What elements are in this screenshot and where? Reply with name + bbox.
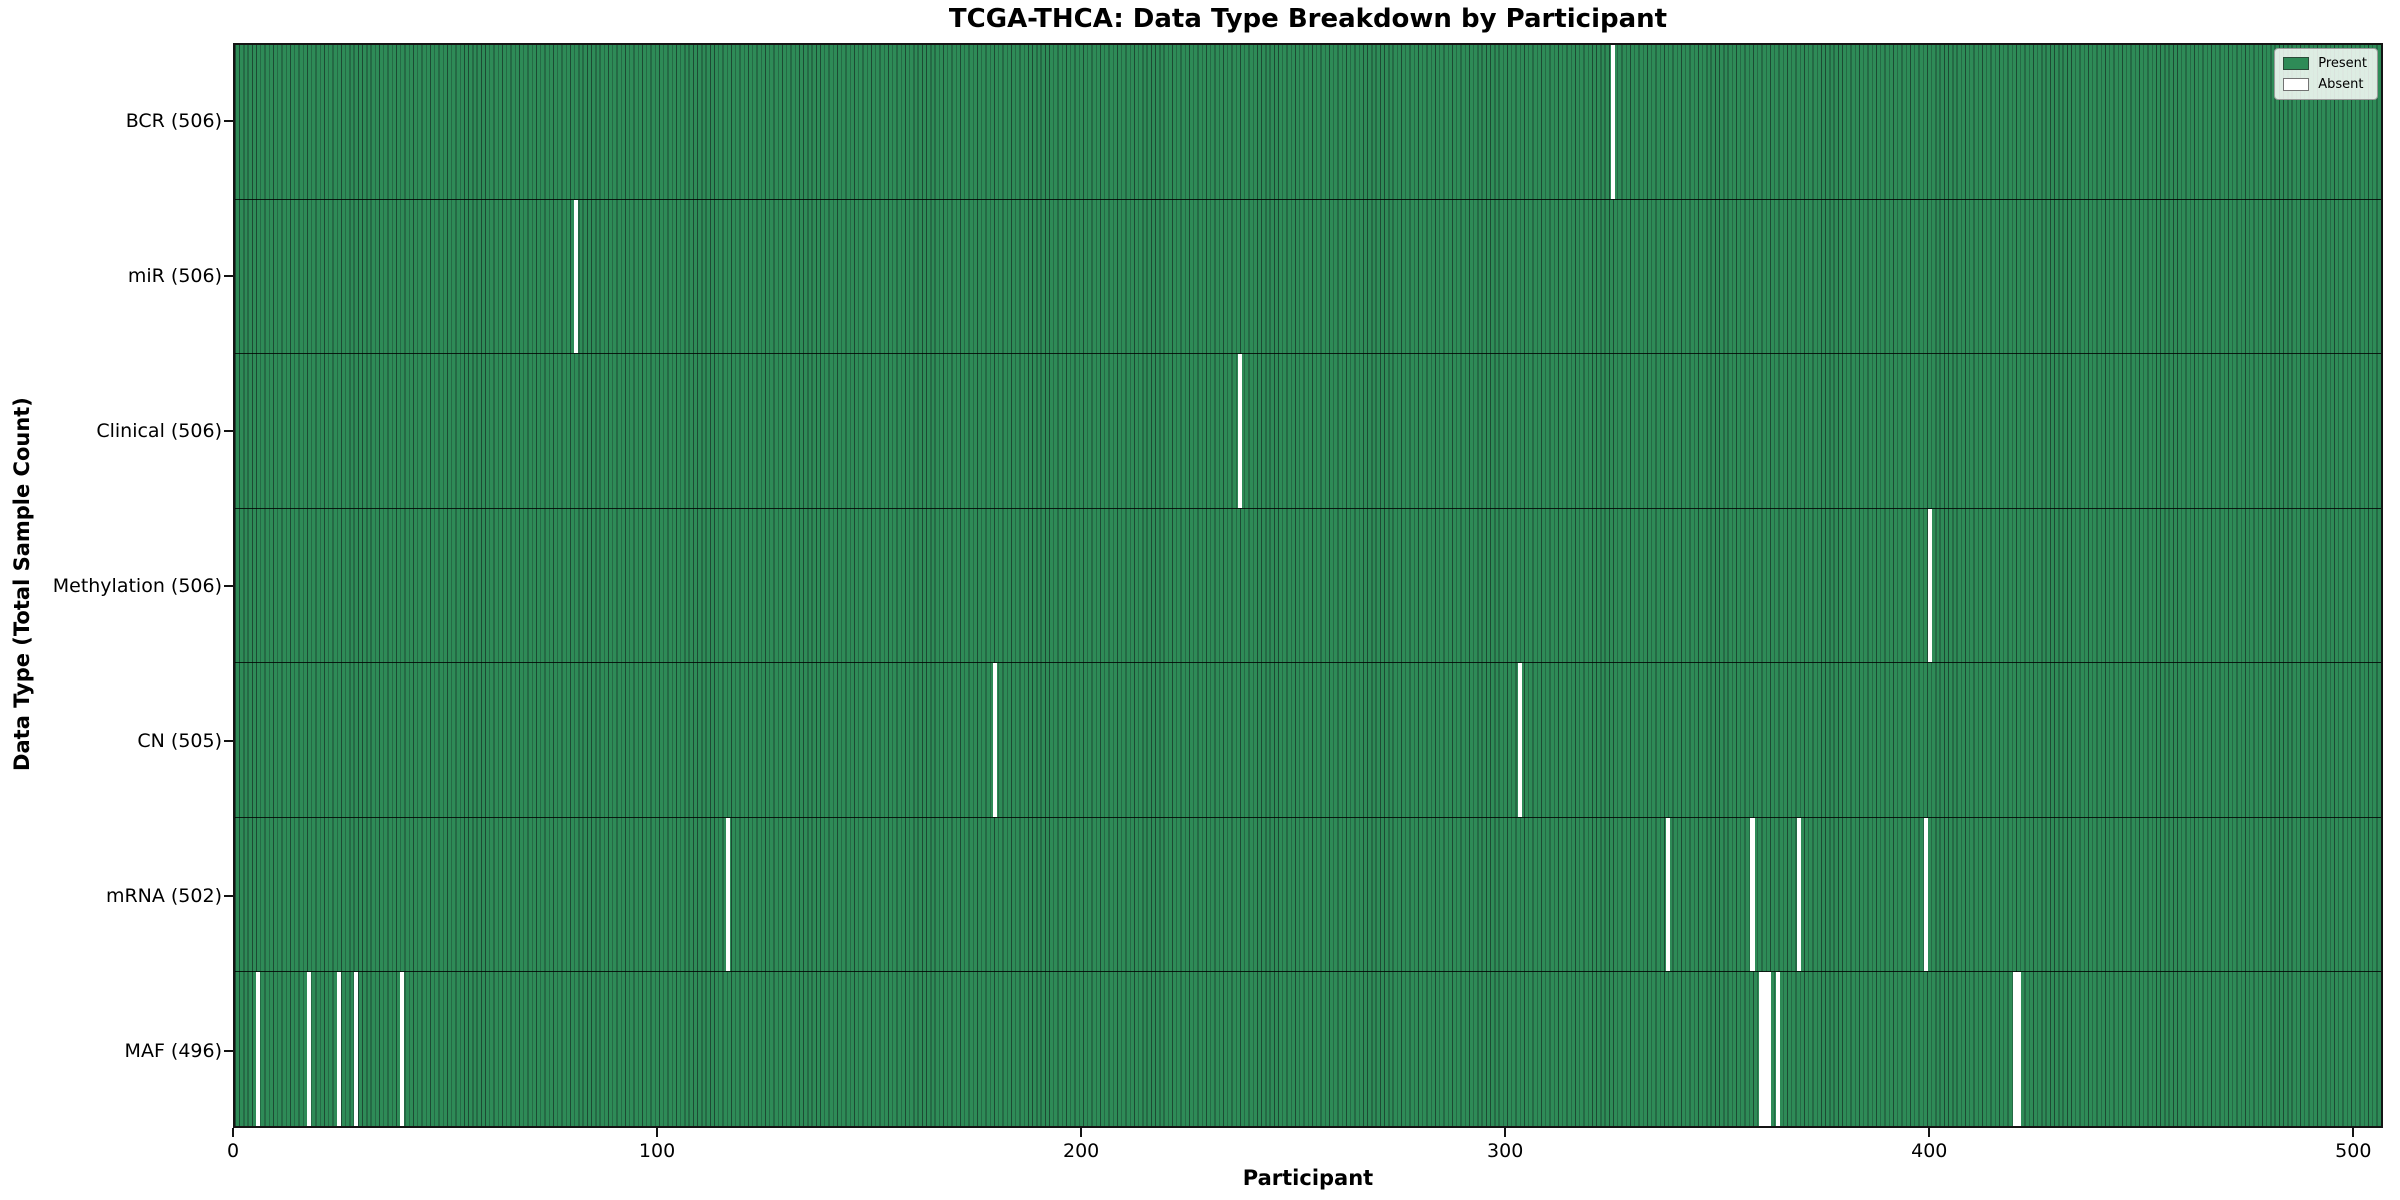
absent-gap bbox=[1750, 817, 1755, 972]
data-row-miR bbox=[235, 199, 2381, 355]
present-swatch bbox=[2283, 57, 2310, 70]
ytick-mark bbox=[224, 894, 233, 897]
absent-gap bbox=[336, 972, 341, 1127]
ytick-label-BCR: BCR (506) bbox=[125, 109, 222, 132]
ytick-label-MAF: MAF (496) bbox=[124, 1039, 222, 1062]
legend-entry-present: Present bbox=[2283, 56, 2367, 71]
xtick-mark bbox=[2352, 1128, 2355, 1137]
absent-gap bbox=[2016, 972, 2022, 1127]
legend: Present Absent bbox=[2274, 48, 2378, 100]
ytick-mark bbox=[224, 119, 233, 122]
absent-gap bbox=[256, 972, 261, 1127]
absent-gap bbox=[1923, 817, 1929, 972]
ytick-mark bbox=[224, 739, 233, 742]
chart-title: TCGA-THCA: Data Type Breakdown by Partic… bbox=[948, 4, 1668, 34]
plot-area: Present Absent bbox=[233, 43, 2383, 1128]
data-row-BCR bbox=[235, 45, 2381, 200]
xtick-mark bbox=[656, 1128, 659, 1137]
xtick-label-200: 200 bbox=[1062, 1140, 1100, 1162]
xtick-mark bbox=[1504, 1128, 1507, 1137]
absent-gap bbox=[1517, 663, 1522, 817]
ytick-mark bbox=[224, 584, 233, 587]
ytick-label-Clinical: Clinical (506) bbox=[96, 419, 222, 442]
absent-gap bbox=[1610, 45, 1615, 199]
data-row-CN bbox=[235, 663, 2381, 818]
ytick-mark bbox=[224, 274, 233, 277]
ytick-label-Methylation: Methylation (506) bbox=[52, 574, 222, 597]
xtick-label-500: 500 bbox=[2335, 1140, 2372, 1162]
absent-gap bbox=[1796, 817, 1802, 972]
absent-gap bbox=[725, 817, 731, 972]
absent-gap bbox=[1758, 972, 1763, 1127]
presence-matrix bbox=[235, 45, 2381, 1127]
absent-gap bbox=[1665, 817, 1670, 972]
absent-gap bbox=[1775, 972, 1780, 1127]
absent-gap bbox=[400, 972, 405, 1127]
xtick-label-0: 0 bbox=[226, 1140, 240, 1162]
ytick-mark bbox=[224, 429, 233, 432]
absent-gap bbox=[306, 972, 312, 1127]
data-row-MAF bbox=[235, 972, 2381, 1127]
absent-gap bbox=[2012, 972, 2017, 1127]
legend-entry-absent: Absent bbox=[2283, 77, 2367, 92]
xtick-label-100: 100 bbox=[638, 1140, 676, 1162]
x-axis-label: Participant bbox=[1242, 1166, 1374, 1190]
legend-label-absent: Absent bbox=[2318, 77, 2364, 92]
absent-gap bbox=[992, 663, 997, 817]
ytick-label-CN: CN (505) bbox=[137, 729, 222, 752]
data-row-mRNA bbox=[235, 817, 2381, 973]
absent-gap bbox=[1763, 972, 1768, 1127]
absent-swatch bbox=[2283, 78, 2310, 91]
xtick-mark bbox=[232, 1128, 234, 1137]
data-row-Clinical bbox=[235, 354, 2381, 509]
absent-gap bbox=[1238, 354, 1243, 508]
ytick-label-miR: miR (506) bbox=[127, 264, 222, 287]
xtick-mark bbox=[1080, 1128, 1083, 1137]
xtick-label-400: 400 bbox=[1911, 1140, 1948, 1162]
xtick-label-300: 300 bbox=[1487, 1140, 1524, 1162]
legend-label-present: Present bbox=[2318, 56, 2367, 71]
absent-gap bbox=[1928, 508, 1933, 663]
ytick-label-mRNA: mRNA (502) bbox=[105, 884, 222, 907]
absent-gap bbox=[573, 199, 578, 354]
absent-gap bbox=[353, 972, 358, 1127]
xtick-mark bbox=[1928, 1128, 1931, 1137]
absent-gap bbox=[1767, 972, 1772, 1127]
ytick-mark bbox=[224, 1049, 233, 1052]
data-row-Methylation bbox=[235, 508, 2381, 664]
